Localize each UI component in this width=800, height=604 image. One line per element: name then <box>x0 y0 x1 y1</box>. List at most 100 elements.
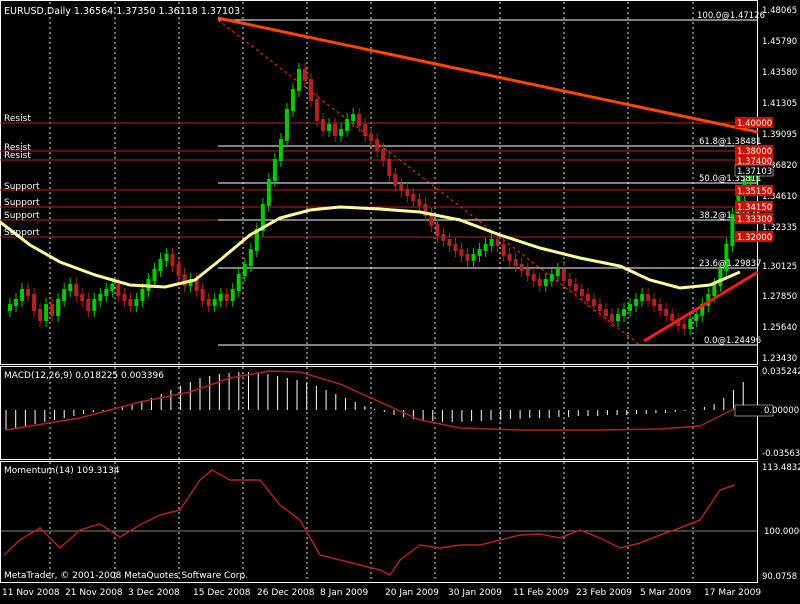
price-axis-label: 1.41305 <box>762 99 797 109</box>
momentum-label: Momentum(14) 109.3134 <box>4 466 120 476</box>
candle-body <box>50 304 55 316</box>
candle-body <box>459 249 464 256</box>
candle-body <box>38 309 43 321</box>
candle-body <box>339 129 344 136</box>
fib-label: 61.8@1.38481 <box>699 137 762 147</box>
candle-body <box>375 139 380 151</box>
price-tag-box <box>735 117 773 128</box>
candle-body <box>561 269 566 281</box>
price-axis-label: 1.27850 <box>762 292 797 302</box>
candle-body <box>20 289 25 301</box>
candle-body <box>748 174 753 181</box>
price-tag-box <box>735 155 773 166</box>
candle-body <box>333 124 338 136</box>
candle-body <box>628 304 633 311</box>
candle-body <box>465 254 470 261</box>
date-label: 23 Feb 2009 <box>576 588 632 598</box>
candle-body <box>616 314 621 321</box>
candle-body <box>98 294 103 301</box>
price-axis-label: 1.34610 <box>762 192 797 202</box>
candle-body <box>224 294 229 301</box>
candle-body <box>489 239 494 246</box>
candle-body <box>387 159 392 176</box>
support-label: Support <box>4 211 40 221</box>
candle-body <box>254 229 259 251</box>
candle-body <box>140 289 145 301</box>
copyright-footer: MetaTrader, © 2001-2008 MetaQuotes Softw… <box>4 571 248 581</box>
date-label: 15 Dec 2008 <box>193 588 251 598</box>
price-tag: 1.40000 <box>737 119 772 129</box>
support-label: Support <box>4 198 40 208</box>
candle-body <box>321 119 326 131</box>
price-axis-label: 1.36820 <box>762 161 797 171</box>
price-tag-box <box>735 231 773 242</box>
candle-body <box>730 214 735 246</box>
fibonacci-lines <box>217 19 758 346</box>
date-label: 17 Mar 2009 <box>704 588 761 598</box>
candle-body <box>128 299 133 306</box>
fib-label: 38.2@1.33141 <box>699 211 762 221</box>
candle-body <box>429 214 434 226</box>
candle-body <box>26 289 31 296</box>
price-axis-label: 1.39095 <box>762 130 797 140</box>
candle-body <box>567 279 572 286</box>
candle-body <box>694 314 699 321</box>
candle-body <box>417 199 422 206</box>
price-tags: 1.40000 1.38000 1.37400 1.37103 1.35150 … <box>734 117 774 243</box>
price-axis-label: 1.43580 <box>762 68 797 78</box>
candle-body <box>652 299 657 306</box>
resist-label: Resist <box>4 143 31 153</box>
candle-body <box>92 299 97 311</box>
momentum-panel-frame <box>0 461 758 583</box>
candle-body <box>579 289 584 296</box>
candle-body <box>158 259 163 271</box>
candle-body <box>555 269 560 276</box>
candle-body <box>309 79 313 101</box>
date-axis: 11 Nov 2008 21 Nov 2008 3 Dec 2008 15 De… <box>2 588 761 598</box>
candle-body <box>634 299 639 306</box>
candle-body <box>284 109 289 141</box>
last-price-tag: 1.37103 <box>737 167 772 177</box>
candle-body <box>134 299 139 306</box>
candle-body <box>441 234 446 241</box>
momentum-axis-label: 90.0758 <box>762 572 797 582</box>
candle-body <box>610 314 614 321</box>
candle-body <box>266 179 271 206</box>
candle-body <box>646 294 651 301</box>
date-label: 20 Jan 2009 <box>385 588 439 598</box>
vertical-grid <box>49 2 694 582</box>
price-tag: 1.38000 <box>737 147 772 157</box>
date-label: 21 Nov 2008 <box>65 588 123 598</box>
candle-body <box>14 299 19 306</box>
candle-body <box>242 264 247 276</box>
fib-trend-dashed-line <box>217 19 641 346</box>
date-label: 11 Nov 2008 <box>2 588 60 598</box>
candle-body <box>591 299 596 306</box>
macd-signal-line <box>5 370 741 431</box>
macd-zero-box <box>734 404 774 417</box>
candle-body <box>640 294 645 301</box>
support-trendline[interactable] <box>643 270 759 343</box>
candle-body <box>80 294 85 301</box>
date-label: 5 Mar 2009 <box>640 588 692 598</box>
price-tag-box <box>735 213 773 224</box>
candle-body <box>688 319 693 329</box>
candle-body <box>411 194 416 201</box>
candle-body <box>585 294 590 301</box>
candle-body <box>447 239 452 246</box>
candle-body <box>477 249 482 256</box>
candle-body <box>68 284 73 291</box>
candle-body <box>501 244 506 256</box>
candle-body <box>86 299 91 311</box>
fib-label: 100.0@1.47126 <box>697 11 765 21</box>
momentum-axis-label: 100.0000 <box>764 527 800 537</box>
macd-axis-label: -0.03563 <box>762 449 800 459</box>
candle-body <box>712 284 717 296</box>
candle-body <box>110 284 115 291</box>
date-label: 26 Dec 2008 <box>257 588 315 598</box>
candle-body <box>345 119 350 131</box>
resistance-trendline[interactable] <box>217 16 759 134</box>
candle-body <box>272 159 277 181</box>
